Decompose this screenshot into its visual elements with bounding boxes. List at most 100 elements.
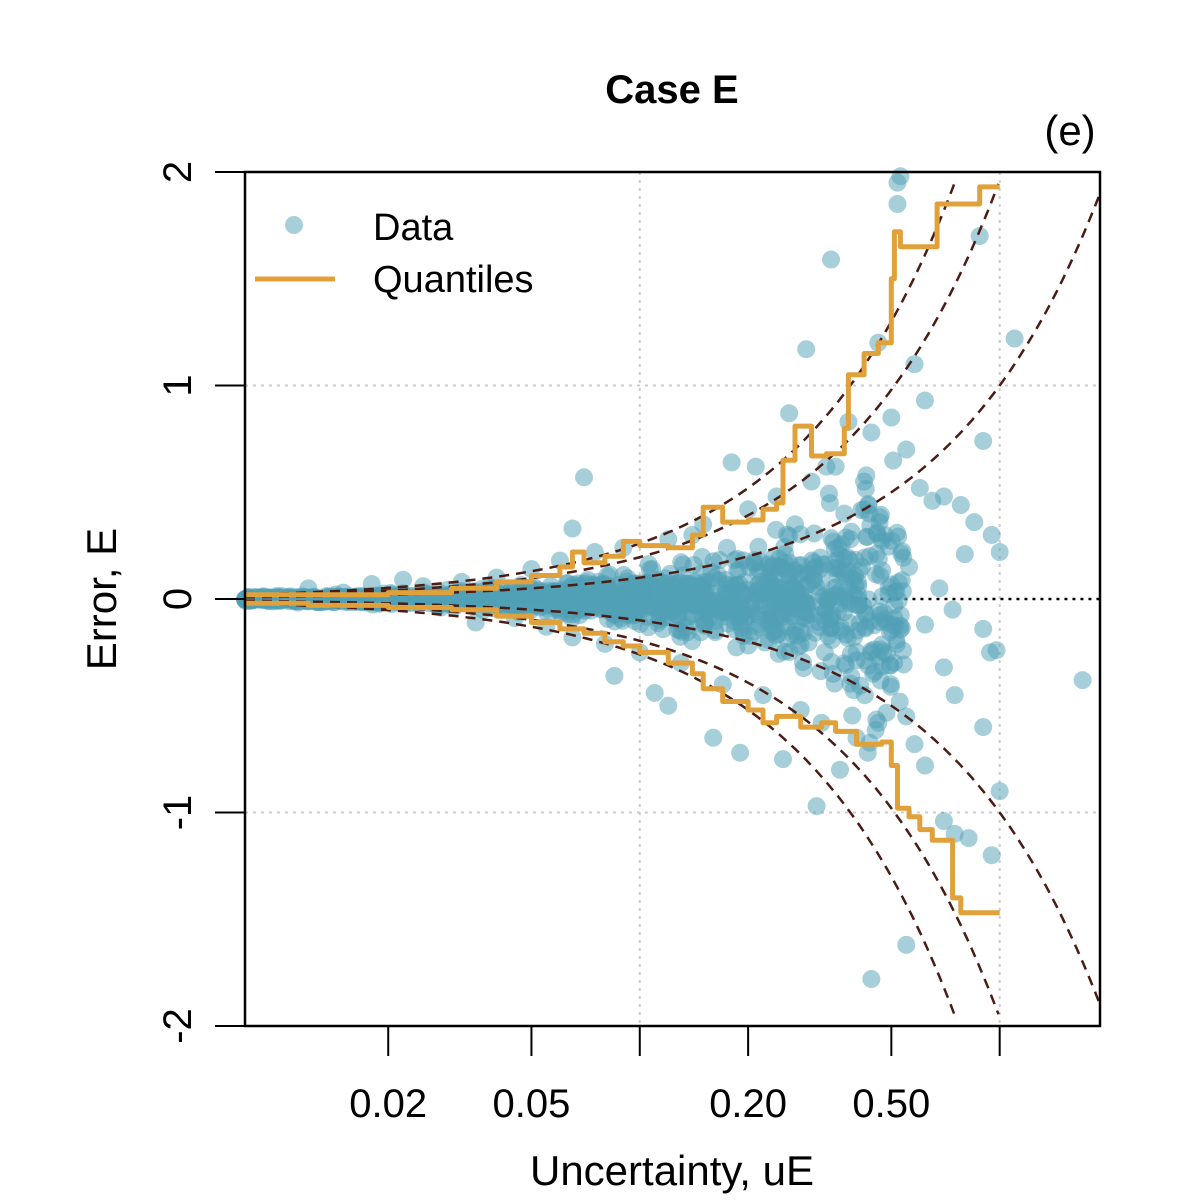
data-point (852, 501, 871, 520)
data-point (765, 622, 784, 641)
data-point (889, 527, 908, 546)
data-point (769, 557, 788, 576)
data-point (951, 496, 970, 515)
data-point (645, 683, 664, 702)
data-point (1005, 329, 1024, 348)
legend-data-marker (285, 216, 303, 234)
data-point (614, 566, 633, 585)
data-point (827, 558, 846, 577)
data-point (857, 466, 876, 485)
data-point (513, 588, 532, 607)
data-point (897, 935, 916, 954)
data-point (830, 760, 849, 779)
x-tick-label: 0.02 (349, 1082, 427, 1126)
data-point (691, 623, 710, 642)
data-point (835, 504, 854, 523)
data-point (659, 696, 678, 715)
data-point (394, 570, 413, 589)
data-point (732, 582, 751, 601)
data-point (923, 491, 942, 510)
data-point (734, 626, 753, 645)
data-point (990, 543, 1009, 562)
data-point (930, 579, 949, 598)
data-point (871, 605, 890, 624)
data-point (871, 640, 890, 659)
data-point (749, 537, 768, 556)
data-point (915, 756, 934, 775)
data-point (639, 555, 658, 574)
data-point (678, 623, 697, 642)
data-point (679, 607, 698, 626)
x-tick-label: 0.20 (709, 1082, 787, 1126)
data-point (812, 572, 831, 591)
data-point (575, 595, 594, 614)
data-point (859, 590, 878, 609)
data-point (705, 621, 724, 640)
y-tick-label: 1 (156, 374, 200, 396)
data-point (780, 404, 799, 423)
data-point (684, 555, 703, 574)
x-tick-label: 0.05 (493, 1082, 571, 1126)
data-point (773, 750, 792, 769)
data-point (746, 457, 765, 476)
y-tick-label: 0 (156, 588, 200, 610)
data-point (575, 468, 594, 487)
data-point (781, 599, 800, 618)
data-point (633, 591, 652, 610)
data-point (905, 355, 924, 374)
data-point (888, 195, 907, 214)
data-point (915, 615, 934, 634)
data-point (945, 686, 964, 705)
data-point (818, 591, 837, 610)
data-point (843, 570, 862, 589)
data-point (797, 340, 816, 359)
data-point (710, 551, 729, 570)
data-point (862, 423, 881, 442)
data-point (805, 524, 824, 543)
data-point (767, 520, 786, 539)
data-point (856, 619, 875, 638)
data-point (578, 570, 597, 589)
data-point (852, 557, 871, 576)
data-point (836, 587, 855, 606)
data-point (655, 600, 674, 619)
data-point (864, 664, 883, 683)
data-point (696, 603, 715, 622)
y-axis-label: Error, E (78, 528, 125, 670)
data-point (970, 227, 989, 246)
data-point (855, 605, 874, 624)
data-point (716, 583, 735, 602)
data-point (847, 651, 866, 670)
y-tick-label: -1 (156, 795, 200, 831)
data-point (910, 478, 929, 497)
data-point (605, 666, 624, 685)
data-point (965, 513, 984, 532)
data-point (982, 846, 1001, 865)
data-point (821, 610, 840, 629)
data-point (822, 250, 841, 269)
data-point (811, 662, 830, 681)
data-point (1073, 671, 1092, 690)
legend-data-label: Data (373, 207, 454, 249)
quantile-line-upper (245, 184, 1000, 598)
data-point (990, 782, 1009, 801)
data-point (797, 610, 816, 629)
data-point (943, 600, 962, 619)
data-point (867, 565, 886, 584)
data-point (836, 625, 855, 644)
data-point (679, 588, 698, 607)
quantile-line-lower (245, 600, 1000, 916)
data-point (826, 457, 845, 476)
data-point (934, 658, 953, 677)
guide-curve (244, 602, 957, 1019)
data-point (784, 577, 803, 596)
panel-label: (e) (1044, 107, 1095, 154)
legend-quantiles-label: Quantiles (373, 259, 534, 301)
data-point (819, 484, 838, 503)
data-point (722, 453, 741, 472)
data-point (934, 812, 953, 831)
data-point (915, 391, 934, 410)
data-point (775, 537, 794, 556)
data-point (887, 635, 906, 654)
data-point (877, 703, 896, 722)
